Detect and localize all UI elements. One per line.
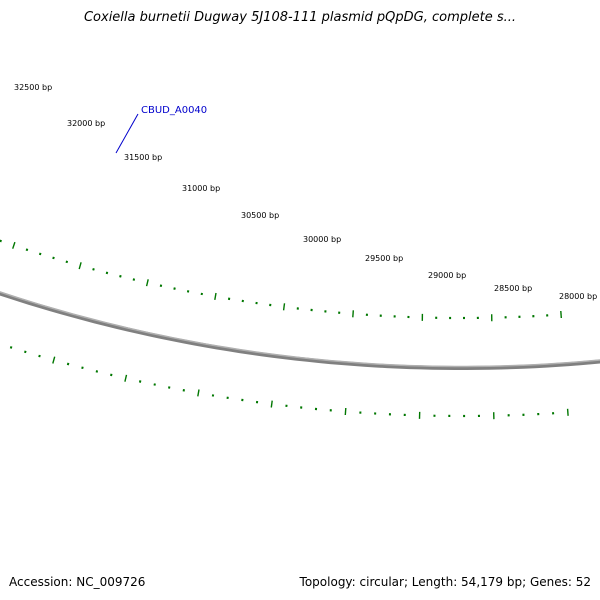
inner-major-tick: [124, 374, 128, 382]
tick-label: 29500 bp: [365, 254, 403, 263]
plasmid-backbone-shadow: [0, 291, 600, 368]
outer-minor-tick: [92, 268, 95, 271]
inner-major-tick: [270, 400, 273, 408]
outer-major-tick: [214, 292, 217, 301]
outer-tick-ring: [0, 239, 562, 322]
outer-major-tick: [560, 310, 562, 319]
outer-major-tick: [282, 303, 286, 311]
accession-label: Accession: NC_009726: [9, 575, 146, 589]
map-title: Coxiella burnetii Dugway 5J108-111 plasm…: [83, 10, 517, 25]
outer-major-tick: [352, 310, 354, 318]
inner-major-tick: [566, 408, 569, 416]
outer-minor-tick: [119, 274, 122, 278]
outer-minor-tick: [25, 248, 29, 252]
tick-label: 28000 bp: [559, 292, 597, 301]
outer-major-tick: [78, 262, 82, 270]
outer-minor-tick: [52, 256, 55, 260]
tick-label: 32500 bp: [14, 83, 52, 92]
tick-label: 28500 bp: [494, 284, 532, 293]
inner-minor-tick: [9, 346, 13, 349]
tick-label: 30500 bp: [241, 211, 279, 220]
inner-minor-tick: [66, 362, 70, 366]
tick-label: 29000 bp: [428, 271, 466, 280]
outer-minor-tick: [173, 287, 176, 290]
outer-minor-tick: [65, 260, 69, 264]
inner-minor-tick: [95, 370, 99, 373]
tick-label: 31000 bp: [182, 184, 220, 193]
outer-major-tick: [145, 279, 149, 287]
inner-tick-ring: [9, 346, 569, 420]
inner-minor-tick: [24, 350, 27, 354]
gene-label-leader: [115, 113, 139, 154]
inner-minor-tick: [138, 380, 142, 383]
tick-label: 31500 bp: [124, 153, 162, 162]
tick-labels: 32500 bp 32000 bp 31500 bp 31000 bp 30500 bp…: [14, 83, 597, 301]
inner-minor-tick: [81, 366, 84, 370]
outer-minor-tick: [0, 239, 2, 243]
outer-minor-tick: [159, 284, 163, 288]
tick-label: 30000 bp: [303, 235, 341, 244]
inner-minor-tick: [110, 373, 113, 377]
gene-label-cbud-a0040[interactable]: CBUD_A0040: [141, 105, 207, 116]
inner-major-tick: [52, 356, 56, 364]
outer-minor-tick: [105, 271, 109, 275]
inner-major-tick: [344, 407, 347, 416]
inner-minor-tick: [38, 354, 41, 358]
outer-minor-tick: [38, 252, 42, 256]
topology-info: Topology: circular; Length: 54,179 bp; G…: [299, 575, 591, 589]
inner-major-tick: [197, 389, 200, 397]
plasmid-backbone: [0, 291, 600, 370]
tick-label: 32000 bp: [67, 119, 105, 128]
outer-major-tick: [12, 241, 16, 249]
outer-minor-tick: [132, 278, 136, 281]
